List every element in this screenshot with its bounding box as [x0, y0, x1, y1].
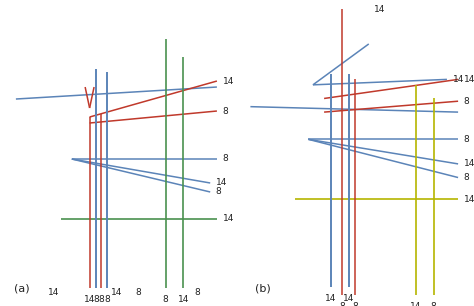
Text: 14: 14	[464, 75, 474, 84]
Text: 14: 14	[216, 178, 227, 188]
Text: 14: 14	[222, 215, 234, 223]
Text: 8: 8	[464, 97, 469, 106]
Text: 8: 8	[464, 135, 469, 144]
Text: 8: 8	[464, 173, 469, 182]
Text: (b): (b)	[255, 284, 271, 294]
Text: 14: 14	[464, 159, 474, 168]
Text: 14: 14	[410, 302, 421, 306]
Text: 14: 14	[325, 294, 337, 303]
Text: 8: 8	[194, 288, 200, 297]
Text: 14: 14	[84, 296, 95, 304]
Text: 14: 14	[374, 5, 386, 14]
Text: 8: 8	[98, 296, 104, 304]
Text: 8: 8	[353, 302, 358, 306]
Text: (a): (a)	[14, 284, 29, 294]
Text: 14: 14	[111, 288, 122, 297]
Text: 8: 8	[339, 302, 345, 306]
Text: 8: 8	[93, 296, 99, 304]
Text: 14: 14	[453, 75, 464, 84]
Text: 8: 8	[222, 155, 228, 163]
Text: 8: 8	[222, 106, 228, 116]
Text: 8: 8	[136, 288, 142, 297]
Text: 14: 14	[222, 76, 234, 86]
Text: 8: 8	[431, 302, 437, 306]
Text: 14: 14	[48, 288, 60, 297]
Text: 8: 8	[163, 296, 168, 304]
Text: 8: 8	[216, 188, 221, 196]
Text: 14: 14	[464, 195, 474, 204]
Text: 8: 8	[105, 296, 110, 304]
Text: 14: 14	[178, 296, 189, 304]
Text: 14: 14	[343, 294, 355, 303]
